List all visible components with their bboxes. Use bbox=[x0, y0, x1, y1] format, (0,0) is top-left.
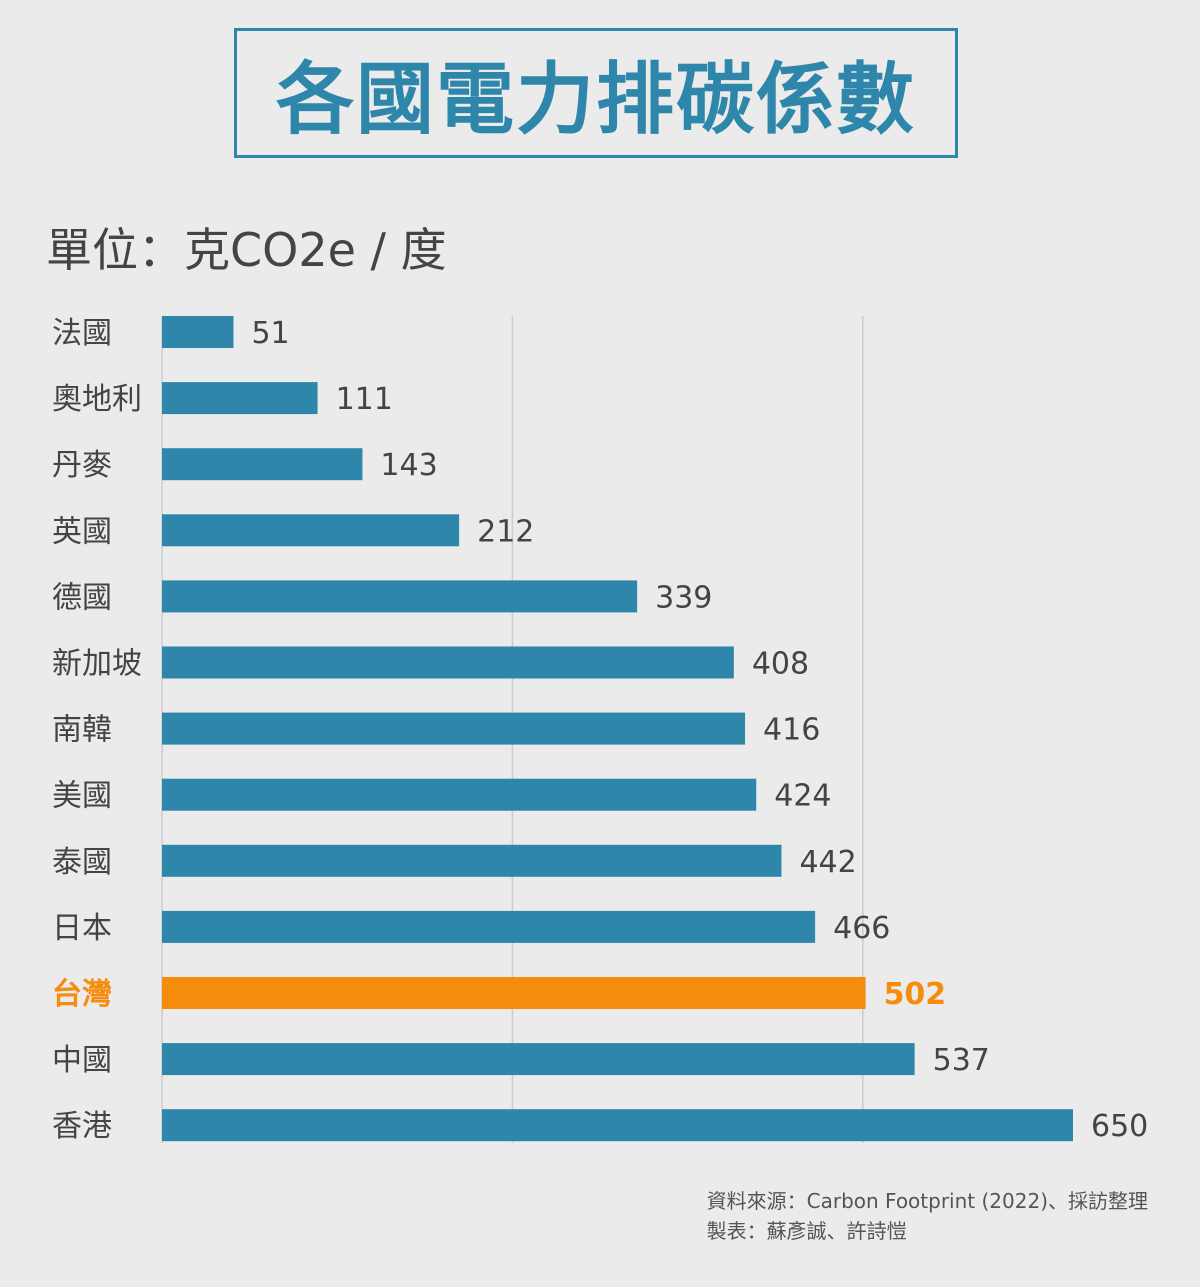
source-note: 資料來源：Carbon Footprint (2022)、採訪整理 製表：蘇彥誠… bbox=[707, 1186, 1148, 1246]
value-label: 408 bbox=[752, 647, 809, 682]
category-label: 新加坡 bbox=[52, 647, 142, 682]
category-label: 南韓 bbox=[52, 713, 112, 748]
bar bbox=[162, 646, 734, 679]
value-label: 416 bbox=[763, 713, 820, 748]
value-label: 442 bbox=[799, 845, 856, 880]
category-label: 英國 bbox=[52, 514, 112, 549]
bar-highlight bbox=[162, 977, 866, 1009]
value-label: 212 bbox=[477, 514, 534, 549]
category-label: 香港 bbox=[52, 1109, 112, 1144]
bar bbox=[162, 448, 363, 481]
value-label: 424 bbox=[774, 779, 831, 814]
bar bbox=[162, 1043, 915, 1076]
value-label: 466 bbox=[833, 911, 890, 946]
category-label: 美國 bbox=[52, 779, 112, 814]
value-label: 537 bbox=[933, 1043, 990, 1078]
value-label: 51 bbox=[251, 316, 289, 351]
category-label: 德國 bbox=[52, 580, 112, 615]
category-label: 泰國 bbox=[52, 845, 112, 880]
value-label: 143 bbox=[380, 448, 437, 483]
value-label: 111 bbox=[336, 382, 393, 417]
title-box: 各國電力排碳係數 bbox=[234, 28, 958, 158]
source-text: 資料來源：Carbon Footprint (2022)、採訪整理 bbox=[706, 1189, 1148, 1213]
unit-label: 單位：克CO2e / 度 bbox=[46, 223, 447, 277]
chart-title: 各國電力排碳係數 bbox=[275, 55, 916, 145]
category-label: 奧地利 bbox=[52, 382, 142, 417]
bar bbox=[162, 382, 318, 415]
bar bbox=[162, 316, 234, 348]
category-label: 法國 bbox=[52, 316, 112, 351]
value-label: 502 bbox=[884, 977, 947, 1012]
category-label: 台灣 bbox=[52, 977, 112, 1012]
value-label: 650 bbox=[1091, 1109, 1148, 1144]
value-label: 339 bbox=[655, 580, 712, 615]
category-label: 日本 bbox=[52, 911, 112, 946]
bar bbox=[162, 778, 757, 811]
credit-text: 製表：蘇彥誠、許詩愷 bbox=[706, 1219, 907, 1243]
category-label: 丹麥 bbox=[52, 448, 112, 483]
bar bbox=[162, 844, 782, 877]
bar bbox=[162, 1109, 1073, 1142]
bar bbox=[162, 910, 816, 943]
bar bbox=[162, 514, 460, 547]
bar bbox=[162, 712, 746, 745]
bar bbox=[162, 580, 638, 613]
category-label: 中國 bbox=[52, 1043, 112, 1078]
